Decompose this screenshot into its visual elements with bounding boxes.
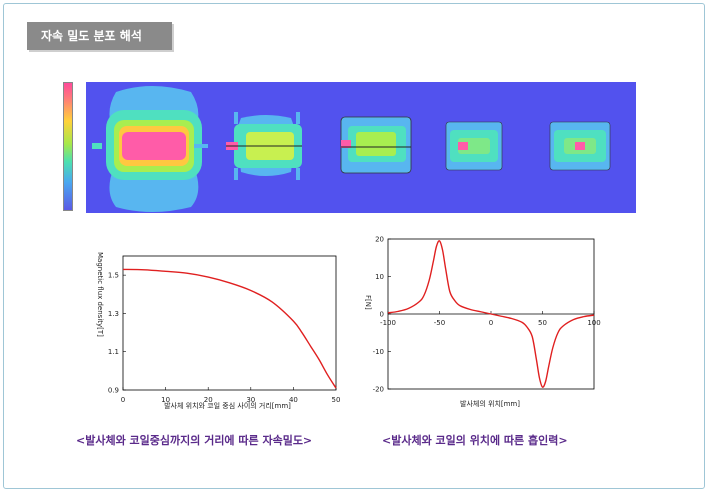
x-tick-label: 0 [489, 319, 493, 327]
y-tick-label: 20 [375, 236, 384, 244]
y-tick-label: -20 [373, 386, 384, 394]
x-tick-label: -100 [380, 319, 396, 327]
y-tick-label: 0 [380, 311, 384, 319]
y-tick-label: 10 [375, 273, 384, 281]
chart-left-x-label: 발사체 위치와 코일 중심 사이의 거리[mm] [164, 402, 291, 410]
field-distribution-5 [549, 121, 611, 171]
y-tick-label: 1.1 [108, 348, 119, 356]
simulation-drawing [92, 86, 611, 212]
field-distribution-4 [445, 121, 503, 171]
field-distribution-2 [226, 112, 302, 180]
x-tick-label: -50 [434, 319, 445, 327]
x-tick-label: 40 [289, 396, 298, 404]
flux-density-chart: 0 10 20 30 40 50 0.9 1.1 1.3 1.5 [90, 238, 350, 408]
x-tick-label: 10 [161, 396, 170, 404]
caption-right: <발사체와 코일의 위치에 따른 흡인력> [382, 434, 568, 447]
field-distribution-3 [340, 116, 412, 174]
y-tick-label: -10 [373, 348, 384, 356]
chart-right-x-label: 발사체의 위치[mm] [460, 400, 520, 408]
attraction-force-chart: -100 -50 0 50 100 -20 -10 0 10 20 [360, 235, 610, 405]
series-line [122, 268, 337, 389]
page-frame [3, 3, 705, 489]
chart-right-y-label: F[N] [364, 295, 372, 310]
x-tick-label: 0 [121, 396, 125, 404]
field-distribution-1 [92, 86, 208, 212]
x-tick-label: 20 [204, 396, 213, 404]
caption-left: <발사체와 코일중심까지의 거리에 따른 자속밀도> [76, 434, 313, 447]
x-tick-label: 30 [246, 396, 255, 404]
x-tick-label: 100 [587, 319, 600, 327]
y-tick-label: 0.9 [108, 387, 119, 395]
x-tick-label: 50 [538, 319, 547, 327]
chart-left-y-label: Magnetic flux density[T] [96, 252, 104, 337]
chart-svg: 0 10 20 30 40 50 0.9 1.1 1.3 1.5 [108, 255, 341, 404]
plot-area [122, 255, 337, 391]
y-tick-label: 1.5 [108, 272, 119, 280]
y-tick-label: 1.3 [108, 310, 119, 318]
flux-density-simulation-image [86, 82, 636, 213]
color-scale-bar [63, 82, 73, 211]
x-tick-label: 50 [332, 396, 341, 404]
page-title: 자속 밀도 분포 해석 [27, 22, 172, 50]
